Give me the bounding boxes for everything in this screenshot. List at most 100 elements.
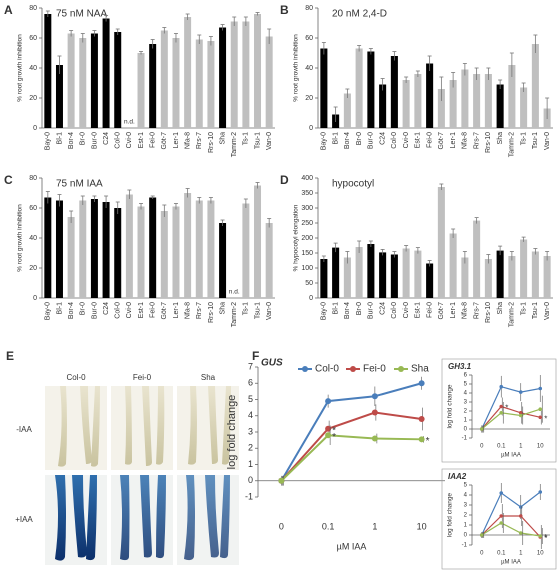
chart-title: GH3.1 bbox=[448, 362, 472, 371]
bar bbox=[496, 84, 504, 128]
bar bbox=[265, 223, 273, 298]
bar bbox=[508, 256, 516, 298]
bar bbox=[172, 38, 180, 128]
column-label: Col-0 bbox=[66, 373, 86, 382]
x-tick-label: Nfa-8 bbox=[462, 132, 469, 149]
significance-mark: * bbox=[505, 404, 508, 413]
y-tick-label: 1 bbox=[464, 418, 468, 424]
point bbox=[418, 380, 425, 387]
bar bbox=[449, 233, 457, 298]
x-axis-title: µM IAA bbox=[501, 560, 521, 566]
bar bbox=[195, 39, 203, 128]
x-tick-label: Est-1 bbox=[415, 132, 422, 148]
bar bbox=[79, 38, 87, 128]
x-tick-label: 0 bbox=[480, 551, 484, 557]
bar bbox=[520, 239, 528, 298]
y-tick-label: 0 bbox=[33, 295, 37, 302]
bar bbox=[531, 251, 539, 298]
bar bbox=[172, 206, 180, 298]
x-tick-label: Van-0 bbox=[266, 132, 273, 150]
x-tick-label: Rrs-10 bbox=[485, 302, 492, 323]
x-tick-label: 0.1 bbox=[497, 551, 506, 557]
y-tick-label: 40 bbox=[29, 235, 37, 242]
x-tick-label: Bur-0 bbox=[91, 132, 98, 149]
y-tick-label: 3 bbox=[464, 400, 468, 406]
y-tick-label: -1 bbox=[462, 543, 468, 549]
x-tick-label: Cvi-0 bbox=[403, 302, 410, 318]
significance-mark: * bbox=[426, 436, 430, 447]
point bbox=[499, 404, 504, 409]
bar bbox=[195, 200, 203, 298]
x-tick-label: Cvi-0 bbox=[126, 302, 133, 318]
bar bbox=[484, 74, 492, 128]
bar bbox=[149, 44, 157, 128]
inset-frame bbox=[441, 358, 557, 463]
panel-label: B bbox=[280, 3, 289, 17]
panel-label: D bbox=[280, 173, 289, 187]
significance-mark: * bbox=[544, 414, 547, 423]
x-tick-label: Col-0 bbox=[391, 132, 398, 149]
inset-frame bbox=[441, 468, 557, 570]
bar bbox=[390, 254, 398, 298]
x-tick-label: Bl-1 bbox=[332, 302, 339, 315]
point bbox=[371, 393, 378, 400]
x-tick-label: Bay-0 bbox=[45, 302, 52, 320]
x-tick-label: Col-0 bbox=[115, 302, 122, 319]
y-axis-title: log fold change bbox=[226, 395, 238, 470]
point bbox=[538, 490, 543, 494]
bar bbox=[102, 18, 110, 128]
x-tick-label: Fei-0 bbox=[150, 302, 157, 318]
bar bbox=[543, 256, 551, 298]
x-tick-label: 10 bbox=[537, 551, 544, 557]
bar bbox=[414, 250, 422, 298]
x-tick-label: 0.1 bbox=[322, 521, 335, 531]
x-tick-label: Bl-1 bbox=[56, 302, 63, 315]
point bbox=[518, 413, 523, 418]
x-tick-label: Bur-0 bbox=[91, 302, 98, 319]
point bbox=[418, 436, 425, 443]
x-tick-label: Bl-1 bbox=[332, 132, 339, 145]
bar bbox=[355, 247, 363, 298]
point bbox=[538, 386, 543, 391]
y-axis-title: % hypocotyl elongation bbox=[293, 204, 300, 271]
bar bbox=[219, 223, 227, 298]
value-label: n.d. bbox=[229, 289, 240, 296]
point bbox=[518, 411, 523, 415]
bar bbox=[242, 21, 250, 128]
significance-mark: * bbox=[544, 533, 547, 542]
point bbox=[325, 432, 332, 439]
x-tick-label: Bor-4 bbox=[344, 132, 351, 149]
y-axis-title: % root growth inhibition bbox=[17, 34, 24, 102]
y-tick-label: 300 bbox=[301, 205, 313, 212]
series-line bbox=[481, 408, 541, 430]
panel-e-images bbox=[45, 386, 239, 565]
x-tick-label: Sha bbox=[497, 132, 504, 145]
value-label: n.d. bbox=[124, 119, 135, 126]
bar bbox=[437, 89, 445, 128]
y-tick-label: 1 bbox=[464, 523, 468, 529]
x-axis-title: µM IAA bbox=[501, 453, 521, 459]
x-tick-label: Col-0 bbox=[115, 132, 122, 149]
y-tick-label: 40 bbox=[29, 65, 37, 72]
x-tick-label: Fei-0 bbox=[426, 132, 433, 148]
chart-title: 75 nM NAA bbox=[56, 9, 107, 20]
x-tick-label: Rrs-10 bbox=[208, 302, 215, 323]
x-tick-label: Göt-7 bbox=[161, 302, 168, 320]
x-tick-label: Ts-1 bbox=[520, 132, 527, 145]
x-tick-label: Göt-7 bbox=[438, 132, 445, 150]
y-tick-label: 4 bbox=[248, 410, 253, 420]
legend-label: Sha bbox=[411, 364, 429, 375]
x-tick-label: C24 bbox=[103, 302, 110, 315]
x-tick-label: Rrs-7 bbox=[473, 132, 480, 149]
y-tick-label: 0 bbox=[309, 295, 313, 302]
point bbox=[518, 514, 523, 518]
legend-label: Fei-0 bbox=[363, 364, 386, 375]
significance-mark: * bbox=[332, 425, 336, 436]
bar bbox=[102, 202, 110, 298]
x-tick-label: C24 bbox=[379, 302, 386, 315]
y-tick-label: 2 bbox=[248, 443, 253, 453]
bar bbox=[207, 200, 215, 298]
legend-marker bbox=[350, 366, 356, 372]
point bbox=[538, 407, 543, 412]
x-tick-label: Van-0 bbox=[544, 302, 551, 320]
